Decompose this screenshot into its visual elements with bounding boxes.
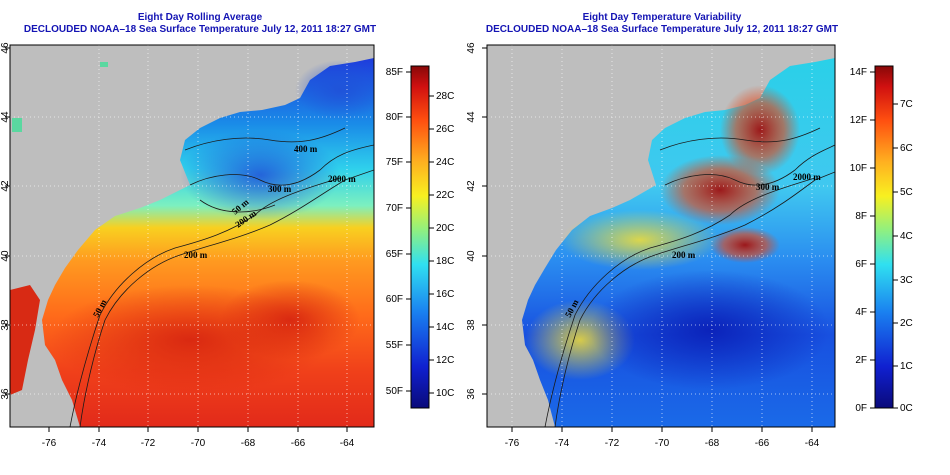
right-cb-c: 1C [900,361,913,372]
right-lon-tick: -76 [505,438,520,449]
right-title-line2: DECLOUDED NOAA–18 Sea Surface Temperatur… [485,24,839,35]
left-cb-c: 26C [436,124,454,135]
left-cb-f: 60F [386,294,403,305]
right-contour-label-1: 300 m [756,182,780,192]
left-lon-tick: -70 [191,438,206,449]
left-title-line2: DECLOUDED NOAA–18 Sea Surface Temperatur… [23,24,377,35]
right-lat-tick: 36 [466,388,477,400]
left-colorbar: 85F 80F 75F 70F 65F 60F 55F 50F 28C 26C … [386,65,454,409]
left-cb-c: 12C [436,355,454,366]
left-contour-label-3: 300 m [268,184,292,194]
right-cb-f: 4F [855,307,867,318]
left-cb-f: 55F [386,340,403,351]
right-hot-3 [710,227,780,263]
right-title-line1: Eight Day Temperature Variability [582,12,742,23]
left-cool-scotian [295,60,374,120]
right-contour-label-2: 2000 m [793,172,821,182]
right-lat-tick: 42 [466,180,477,192]
left-grid [10,45,374,427]
right-cb-c: 4C [900,231,913,242]
right-lat-tick: 38 [466,319,477,331]
left-patch-1 [100,62,108,67]
left-contours [69,127,374,427]
left-cb-f: 85F [386,67,403,78]
right-cb-c: 2C [900,318,913,329]
right-map-frame [486,44,836,428]
left-lat-tick: 44 [0,111,11,123]
right-lon-tick: -70 [655,438,670,449]
right-lat-tick: 46 [466,42,477,54]
left-lon-tick: -64 [340,438,355,449]
left-colorbar-scale [410,65,430,409]
left-cb-f: 70F [386,203,403,214]
right-deep-blue [590,270,830,390]
left-lon-tick: -68 [241,438,256,449]
left-cb-c: 18C [436,256,454,267]
left-cb-c: 24C [436,157,454,168]
right-cb-c: 6C [900,143,913,154]
left-lat-tick: 42 [0,180,11,192]
left-chesapeake [10,285,40,395]
right-lon-tick: -72 [605,438,620,449]
right-lat-tick: 40 [466,250,477,262]
right-map: 300 m 2000 m 200 m 50 m [487,45,835,427]
right-x-axis: -76 -74 -72 -70 -68 -66 -64 [505,427,820,449]
left-title: Eight Day Rolling Average DECLOUDED NOAA… [10,12,390,36]
left-lon-tick: -74 [92,438,107,449]
left-x-axis: -76 -74 -72 -70 -68 -66 -64 [42,427,355,449]
left-contour-label-1: 400 m [294,144,318,154]
left-lat-tick: 38 [0,319,11,331]
left-lon-tick: -76 [42,438,57,449]
right-lat-tick: 44 [466,111,477,123]
left-contour-label-2: 2000 m [328,174,356,184]
right-contour-label-3: 200 m [672,250,696,260]
left-map: 400 m 2000 m 300 m 200 m 50 m 200 m 50 m [10,45,374,427]
left-cb-c: 14C [436,322,454,333]
left-cool-gulf-of-maine [180,130,340,220]
left-y-axis: 46 44 42 40 38 36 [0,42,11,400]
right-cb-f: 0F [855,403,867,414]
left-cb-f: 65F [386,249,403,260]
left-cb-c: 28C [436,91,454,102]
right-cb-f: 12F [850,115,867,126]
right-cb-c: 0C [900,403,913,414]
right-hot-2 [720,85,800,175]
right-lon-tick: -74 [555,438,570,449]
right-colorbar-scale [874,65,894,409]
right-lon-tick: -66 [755,438,770,449]
right-y-axis: 46 44 42 40 38 36 [466,42,487,400]
right-yellow-band [560,210,720,270]
left-contour-label-4: 200 m [184,250,208,260]
right-title: Eight Day Temperature Variability DECLOU… [472,12,852,36]
right-lon-tick: -68 [705,438,720,449]
right-cb-c: 7C [900,99,913,110]
right-cb-c: 5C [900,187,913,198]
left-lon-tick: -72 [141,438,156,449]
left-title-line1: Eight Day Rolling Average [137,12,263,23]
left-lat-tick: 36 [0,388,11,400]
right-cb-f: 10F [850,163,867,174]
left-map-frame [9,44,375,428]
left-lat-tick: 40 [0,250,11,262]
left-lat-tick: 46 [0,42,11,54]
left-cb-f: 50F [386,386,403,397]
left-cb-f: 75F [386,157,403,168]
right-cb-f: 14F [850,67,867,78]
right-cb-f: 6F [855,259,867,270]
left-patch-2 [12,118,22,132]
left-lon-tick: -66 [291,438,306,449]
right-cb-c: 3C [900,275,913,286]
left-cb-f: 80F [386,112,403,123]
right-lon-tick: -64 [805,438,820,449]
left-cb-c: 10C [436,388,454,399]
left-cb-c: 20C [436,223,454,234]
left-cb-c: 16C [436,289,454,300]
right-colorbar: 14F 12F 10F 8F 6F 4F 2F 0F 7C 6C 5C 4C 3… [850,65,913,414]
right-contours [544,127,835,427]
right-cb-f: 8F [855,211,867,222]
left-warm-eddy [220,280,360,360]
left-cb-c: 22C [436,190,454,201]
right-cb-f: 2F [855,355,867,366]
